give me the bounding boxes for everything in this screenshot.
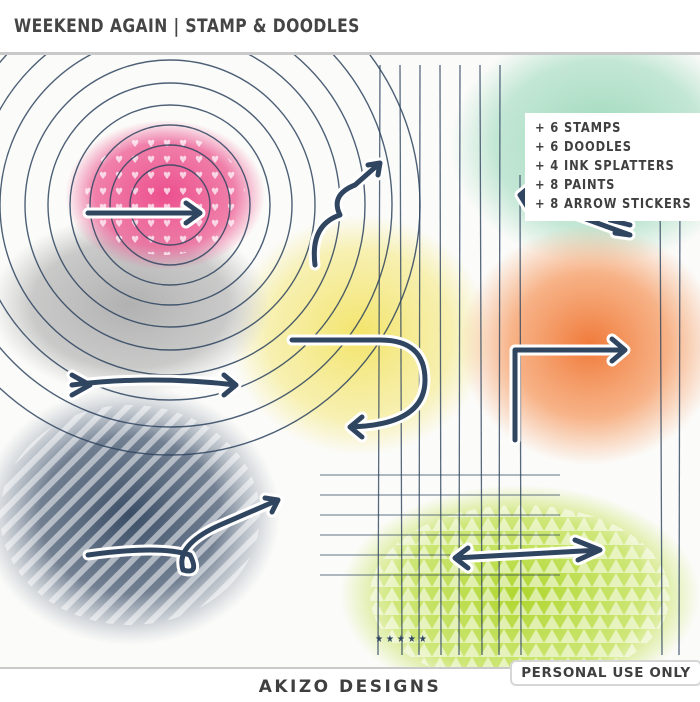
arrow-sticker-corner bbox=[509, 333, 631, 446]
arrow-sticker-right-top bbox=[82, 197, 206, 229]
arrow-sticker-feather-left-bottom bbox=[449, 534, 606, 574]
feature-item: + 8 ARROW STICKERS bbox=[535, 196, 692, 212]
artwork-preview: ♥ bbox=[0, 55, 700, 667]
header: WEEKEND AGAIN | STAMP & DOODLES bbox=[0, 0, 700, 55]
arrow-sticker-squiggle-up bbox=[308, 157, 386, 271]
star-doodle: ★ ★ ★ ★ ★ bbox=[375, 634, 427, 645]
feature-item: + 4 INK SPLATTERS bbox=[535, 158, 675, 174]
feature-list: + 6 STAMPS + 6 DOODLES + 4 INK SPLATTERS… bbox=[525, 113, 700, 221]
personal-use-badge: PERSONAL USE ONLY bbox=[510, 660, 700, 686]
arrow-sticker-loop bbox=[82, 492, 284, 577]
arrow-sticker-u-turn bbox=[286, 334, 431, 443]
paint-and-doodle-illustration: ♥ bbox=[0, 55, 700, 667]
arrow-sticker-feather-right bbox=[66, 369, 242, 401]
feature-item: + 8 PAINTS bbox=[535, 177, 616, 193]
feature-item: + 6 DOODLES bbox=[535, 139, 632, 155]
page-title: WEEKEND AGAIN | STAMP & DOODLES bbox=[14, 15, 360, 37]
brand-name: AKIZO DESIGNS bbox=[258, 677, 442, 697]
arrow-stickers bbox=[66, 157, 636, 577]
feature-item: + 6 STAMPS bbox=[535, 120, 622, 136]
